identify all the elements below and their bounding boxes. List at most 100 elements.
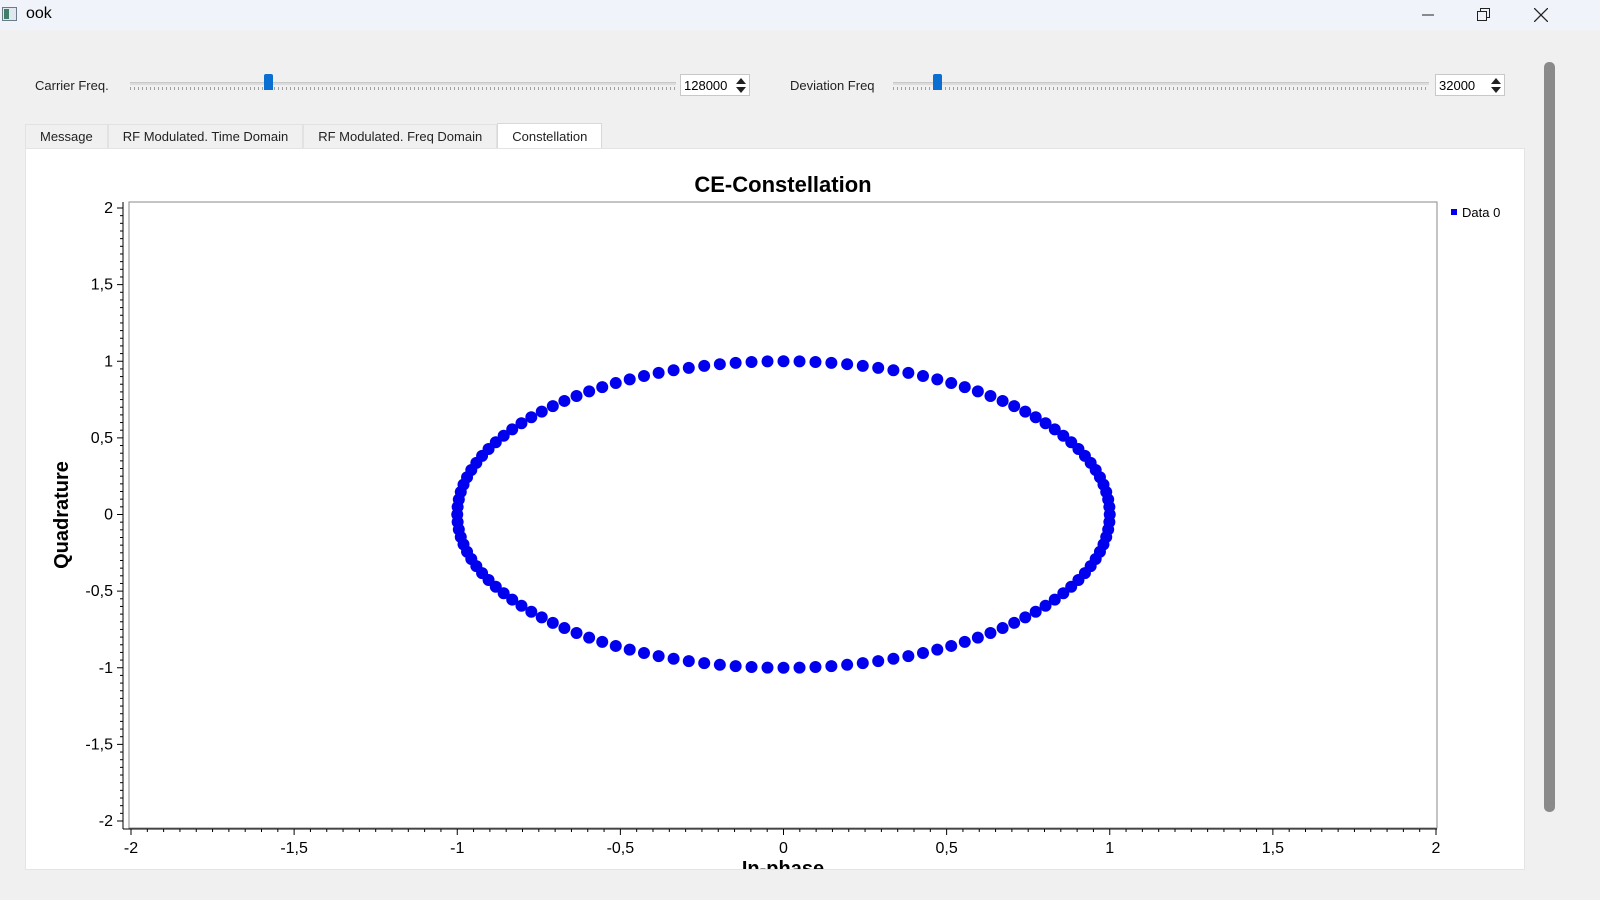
data-point: [570, 390, 583, 403]
data-point: [793, 355, 806, 368]
carrier-freq-value[interactable]: 128000: [684, 78, 728, 93]
data-point: [872, 361, 885, 374]
data-point: [638, 369, 650, 382]
spin-up-icon[interactable]: [736, 78, 746, 84]
data-point: [667, 364, 680, 377]
data-point: [887, 652, 900, 665]
constellation-panel: CE-Constellation 2 1,5 1 0,5 0 -0,5 -1 -1,5 -2 -2…: [25, 148, 1525, 870]
data-point: [558, 622, 571, 635]
spin-down-icon[interactable]: [736, 87, 746, 93]
data-point: [1019, 405, 1032, 418]
tab-rf-freq-domain[interactable]: RF Modulated. Freq Domain: [303, 124, 498, 148]
slider-handle[interactable]: [264, 74, 274, 90]
data-point: [761, 355, 774, 368]
data-point: [793, 661, 806, 674]
data-point: [971, 385, 984, 398]
tab-constellation[interactable]: Constellation: [497, 123, 603, 148]
x-tick-label: 0,5: [936, 840, 958, 857]
data-point: [856, 359, 869, 372]
slider-handle[interactable]: [932, 74, 942, 90]
data-point: [777, 661, 790, 674]
data-point: [506, 593, 519, 606]
data-point: [515, 599, 528, 612]
y-tick-label: 1,5: [91, 277, 113, 294]
data-point: [1048, 423, 1061, 436]
data-point: [825, 660, 838, 673]
x-axis-title: In-phase: [742, 858, 824, 870]
close-icon[interactable]: [1518, 0, 1564, 30]
data-point: [729, 660, 742, 673]
data-point: [596, 381, 609, 394]
data-point: [596, 635, 609, 648]
minimize-icon[interactable]: [1405, 0, 1451, 30]
slider-ticks: [130, 87, 676, 90]
data-point: [902, 650, 915, 663]
x-tick-label: -1,5: [280, 840, 308, 857]
x-tick-label: -1: [450, 840, 464, 857]
carrier-freq-spinbox[interactable]: 128000: [680, 74, 750, 96]
data-point: [515, 417, 528, 430]
data-point: [825, 356, 838, 369]
data-point: [698, 657, 711, 670]
data-point: [1029, 605, 1042, 618]
restore-icon[interactable]: [1461, 0, 1507, 30]
data-point: [931, 373, 944, 386]
data-point: [872, 655, 885, 668]
data-point: [682, 361, 695, 374]
y-tick-label: 1: [104, 353, 113, 370]
data-point: [1048, 593, 1061, 606]
data-point: [667, 652, 680, 665]
x-tick-label: 1,5: [1262, 840, 1284, 857]
data-point: [1065, 436, 1078, 449]
data-point: [761, 661, 774, 674]
data-point: [958, 635, 971, 648]
data-point: [489, 580, 502, 593]
deviation-freq-spinbox[interactable]: 32000: [1435, 74, 1505, 96]
data-point: [945, 639, 958, 652]
deviation-freq-value[interactable]: 32000: [1439, 78, 1476, 93]
data-point: [497, 587, 510, 600]
data-point: [729, 356, 742, 369]
data-point: [698, 359, 711, 372]
data-point: [713, 358, 726, 371]
spin-down-icon[interactable]: [1491, 87, 1501, 93]
slider-ticks: [893, 87, 1429, 90]
data-point: [984, 390, 997, 403]
data-point: [887, 364, 900, 377]
title-bar: ook: [0, 0, 1600, 30]
data-point: [1039, 599, 1052, 612]
data-point: [1019, 611, 1032, 624]
data-point: [809, 661, 822, 674]
deviation-freq-slider[interactable]: [893, 72, 1429, 96]
tab-bar: Message RF Modulated. Time Domain RF Mod…: [25, 123, 603, 148]
data-point: [931, 643, 944, 656]
x-tick-label: 0: [779, 840, 788, 857]
data-point: [917, 369, 929, 382]
vertical-scrollbar-thumb[interactable]: [1544, 62, 1555, 812]
data-point: [809, 355, 822, 368]
data-point: [996, 394, 1009, 407]
y-tick-label: -1,5: [85, 736, 113, 753]
tab-message[interactable]: Message: [25, 124, 108, 148]
spin-up-icon[interactable]: [1491, 78, 1501, 84]
data-point: [841, 358, 854, 371]
data-point: [856, 657, 869, 670]
data-point: [1057, 587, 1070, 600]
data-point: [535, 611, 548, 624]
y-tick-label: 2: [104, 200, 113, 217]
data-point: [1008, 400, 1021, 413]
data-point: [525, 411, 538, 424]
carrier-freq-slider[interactable]: [130, 72, 676, 96]
y-tick-label: -0,5: [85, 583, 113, 600]
legend-item-data-0: Data 0: [1462, 205, 1500, 220]
data-point: [1029, 411, 1042, 424]
legend-swatch: [1451, 209, 1457, 215]
data-point: [638, 647, 650, 660]
data-point: [945, 377, 958, 390]
data-point: [958, 381, 971, 394]
tab-rf-time-domain[interactable]: RF Modulated. Time Domain: [107, 124, 304, 148]
window-title: ook: [26, 5, 52, 22]
carrier-freq-label: Carrier Freq.: [35, 78, 109, 93]
deviation-freq-label: Deviation Freq: [790, 78, 875, 93]
data-point: [1039, 417, 1052, 430]
